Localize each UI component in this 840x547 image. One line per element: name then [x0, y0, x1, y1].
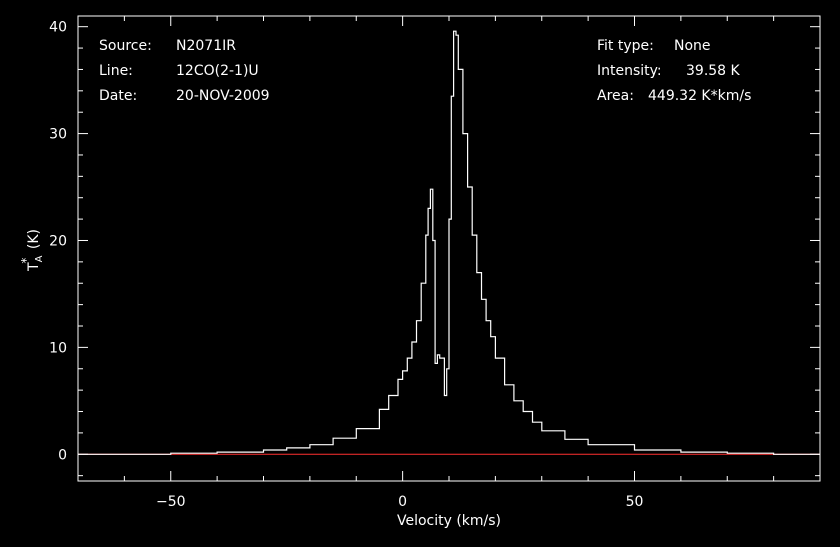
area-label: Area: [597, 88, 634, 104]
x-tick-label: 50 [626, 494, 644, 510]
x-tick-label: 0 [398, 494, 407, 510]
y-tick-label: 30 [49, 127, 67, 143]
spectrum-layer [78, 30, 820, 455]
source-label: Source: [99, 38, 152, 54]
y-axis-unit: (K) [26, 229, 42, 254]
line-value: 12CO(2-1)U [176, 63, 259, 79]
y-axis-sub: A [34, 255, 45, 262]
y-axis-sup: * [19, 258, 33, 264]
fit-type-label: Fit type: [597, 38, 654, 54]
fit-type-value: None [674, 38, 711, 54]
y-tick-label: 20 [49, 233, 67, 249]
y-tick-label: 10 [49, 340, 67, 356]
ticks-layer [77, 16, 821, 481]
intensity-label: Intensity: [597, 63, 662, 79]
area-value: 449.32 K*km/s [648, 88, 751, 104]
intensity-value: 39.58 K [686, 63, 741, 79]
date-label: Date: [99, 88, 137, 104]
spectrum-line-0 [78, 30, 820, 455]
tick-labels: −50 0 50 0 10 20 30 40 [49, 20, 643, 510]
x-tick-label: −50 [156, 494, 186, 510]
y-tick-label: 0 [58, 447, 67, 463]
y-tick-label: 40 [49, 20, 67, 36]
line-label: Line: [99, 63, 133, 79]
x-axis-label: Velocity (km/s) [397, 513, 501, 529]
date-value: 20-NOV-2009 [176, 88, 270, 104]
source-value: N2071IR [176, 38, 236, 54]
